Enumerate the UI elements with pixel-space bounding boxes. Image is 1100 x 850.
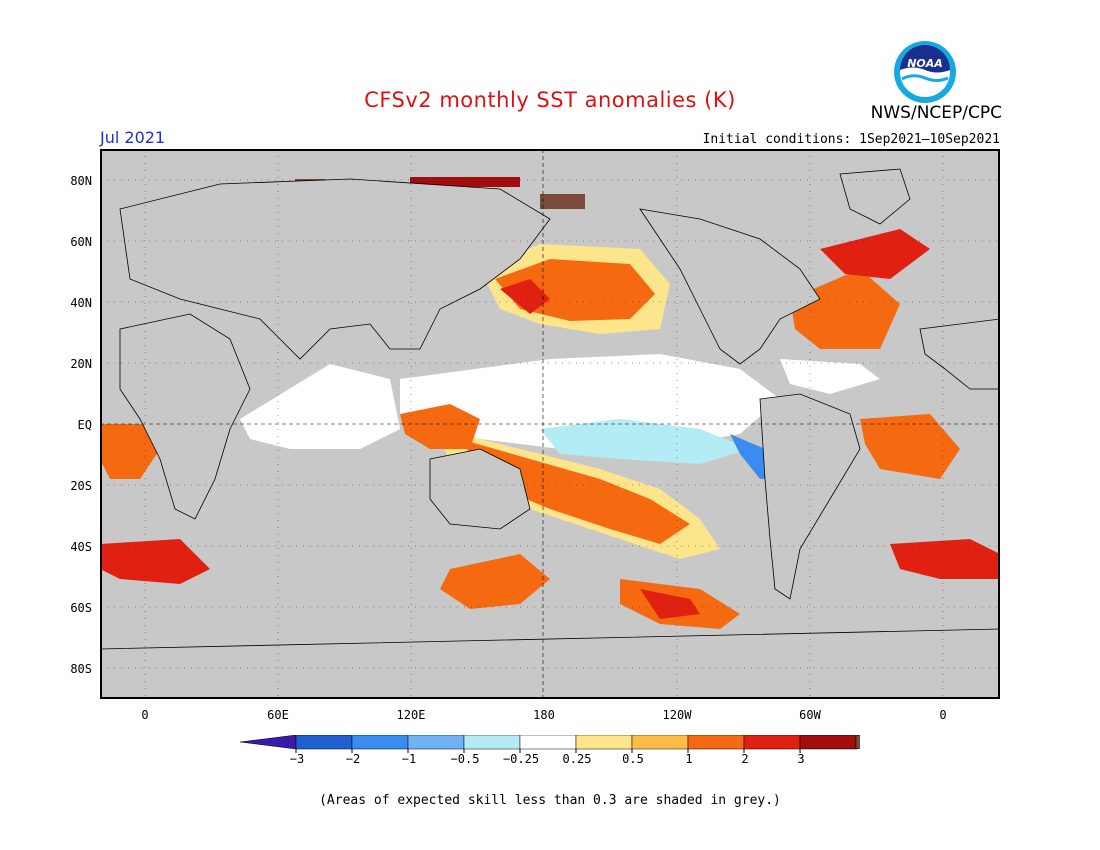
colorbar-segment xyxy=(240,735,297,750)
colorbar-segment xyxy=(575,735,633,750)
colorbar-label: −2 xyxy=(345,752,361,766)
colorbar-segment xyxy=(687,735,745,750)
colorbar-segment xyxy=(799,735,857,750)
lat-label: EQ xyxy=(77,418,92,432)
noaa-logo: NOAA xyxy=(894,41,956,103)
lon-label: 60W xyxy=(799,708,821,722)
continents xyxy=(100,168,1000,699)
colorbar-label: 1 xyxy=(685,752,693,766)
colorbar-segment xyxy=(519,735,577,750)
lat-label: 60S xyxy=(70,601,92,615)
colorbar-label: 0.5 xyxy=(622,752,644,766)
agency-label: NWS/NCEP/CPC xyxy=(870,103,1002,123)
colorbar-segment xyxy=(631,735,689,750)
lat-label: 40N xyxy=(70,296,92,310)
anomaly-patches xyxy=(100,177,1000,629)
lat-label: 80S xyxy=(70,662,92,676)
lat-label: 40S xyxy=(70,540,92,554)
colorbar-segment xyxy=(407,735,465,750)
colorbar-label: 0.25 xyxy=(562,752,592,766)
colorbar-segment xyxy=(743,735,801,750)
lon-label: 120W xyxy=(662,708,692,722)
colorbar-segment xyxy=(463,735,521,750)
colorbar-label: −0.25 xyxy=(502,752,540,766)
colorbar xyxy=(240,735,860,753)
colorbar-label: 3 xyxy=(797,752,805,766)
lon-label: 120E xyxy=(396,708,426,722)
footnote: (Areas of expected skill less than 0.3 a… xyxy=(319,793,781,808)
lon-label: 60E xyxy=(267,708,289,722)
lat-label: 20N xyxy=(70,357,92,371)
colorbar-label: −3 xyxy=(289,752,305,766)
logo-text: NOAA xyxy=(907,57,943,70)
initial-conditions: Initial conditions: 1Sep2021–10Sep2021 xyxy=(702,132,1000,147)
lon-label: 180 xyxy=(533,708,555,722)
colorbar-segment xyxy=(351,735,409,750)
sst-anomaly-map xyxy=(100,149,1000,699)
forecast-month: Jul 2021 xyxy=(100,128,166,147)
lon-label: 0 xyxy=(141,708,149,722)
lat-label: 60N xyxy=(70,235,92,249)
lat-label: 20S xyxy=(70,479,92,493)
map-frame xyxy=(100,149,1000,699)
map-title: CFSv2 monthly SST anomalies (K) xyxy=(364,88,736,112)
lat-label: 80N xyxy=(70,174,92,188)
colorbar-segment xyxy=(295,735,353,750)
lon-label: 0 xyxy=(939,708,947,722)
colorbar-label: 2 xyxy=(741,752,749,766)
colorbar-segment xyxy=(855,735,860,750)
colorbar-label: −1 xyxy=(401,752,417,766)
colorbar-label: −0.5 xyxy=(450,752,480,766)
